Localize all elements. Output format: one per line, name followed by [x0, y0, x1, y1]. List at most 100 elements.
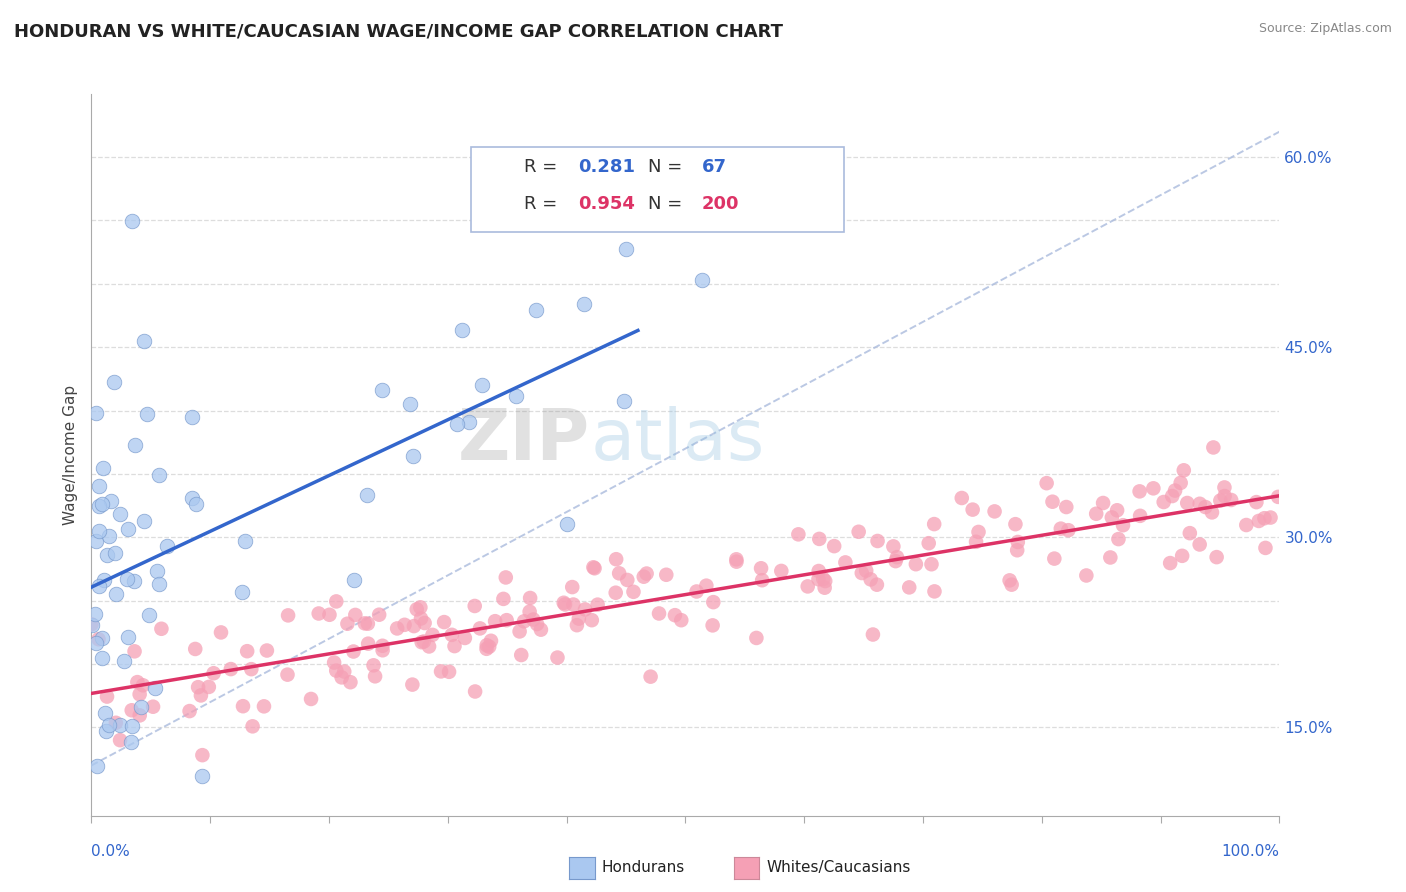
Point — [342, 644, 364, 658]
Point — [339, 675, 361, 690]
Point — [530, 623, 553, 637]
Point — [86, 533, 108, 548]
Point — [834, 556, 856, 570]
Point — [357, 637, 380, 651]
Point — [398, 397, 420, 411]
Point — [202, 666, 225, 681]
Point — [409, 600, 432, 615]
Point — [522, 613, 544, 627]
Point — [368, 607, 391, 622]
Point — [98, 529, 121, 543]
Point — [478, 640, 501, 654]
Point — [418, 640, 440, 654]
Point — [1129, 508, 1152, 523]
Text: Whites/Caucasians: Whites/Caucasians — [766, 861, 911, 875]
Point — [607, 566, 630, 581]
Point — [117, 522, 139, 536]
Point — [859, 573, 882, 587]
Point — [965, 534, 987, 549]
Point — [93, 573, 115, 587]
Point — [132, 678, 155, 692]
Point — [568, 612, 591, 626]
Point — [336, 616, 359, 631]
Point — [796, 579, 818, 593]
Point — [343, 573, 366, 587]
Point — [1209, 493, 1232, 508]
Point — [524, 303, 547, 318]
Point — [187, 680, 209, 694]
Point — [702, 618, 724, 632]
Point — [129, 699, 152, 714]
Point — [983, 504, 1005, 518]
Point — [1246, 495, 1268, 509]
Point — [121, 214, 143, 228]
Point — [385, 622, 408, 636]
Text: 200: 200 — [702, 195, 740, 213]
Point — [561, 580, 583, 594]
Point — [97, 718, 120, 732]
Point — [1153, 495, 1175, 509]
Point — [454, 631, 477, 645]
Point — [1234, 518, 1257, 533]
Point — [904, 558, 927, 572]
Point — [117, 630, 139, 644]
Text: R =: R = — [524, 158, 564, 176]
Point — [623, 584, 645, 599]
Text: R =: R = — [524, 195, 564, 213]
Point — [124, 437, 146, 451]
Point — [451, 323, 474, 337]
Point — [898, 580, 921, 594]
Point — [886, 550, 908, 565]
Point — [127, 675, 149, 690]
Point — [583, 561, 606, 575]
Point — [91, 461, 114, 475]
Point — [1171, 549, 1194, 563]
Point — [80, 617, 103, 632]
Point — [242, 719, 264, 733]
Point — [1253, 511, 1275, 525]
Point — [409, 611, 432, 625]
Point — [277, 608, 299, 623]
Text: ZIP: ZIP — [458, 406, 591, 475]
Point — [120, 735, 142, 749]
Point — [1107, 503, 1129, 517]
Point — [1142, 481, 1164, 495]
Point — [318, 607, 340, 622]
Point — [1099, 550, 1122, 565]
Point — [475, 638, 498, 652]
Point — [87, 524, 110, 538]
Point — [475, 641, 498, 656]
Point — [371, 643, 394, 657]
Point — [190, 689, 212, 703]
Point — [967, 524, 990, 539]
Point — [751, 573, 773, 587]
Point — [308, 607, 330, 621]
Point — [87, 479, 110, 493]
Point — [1164, 483, 1187, 498]
Point — [690, 273, 713, 287]
Point — [1213, 480, 1236, 494]
Point — [484, 614, 506, 628]
Point — [344, 607, 367, 622]
Point — [108, 718, 131, 732]
Text: Hondurans: Hondurans — [602, 861, 685, 875]
Point — [613, 393, 636, 408]
Point — [402, 449, 425, 463]
Point — [364, 669, 387, 683]
Point — [84, 406, 107, 420]
Point — [851, 566, 873, 580]
Point — [114, 654, 136, 668]
Point — [353, 616, 375, 631]
Point — [179, 704, 201, 718]
Point — [495, 570, 517, 584]
Point — [104, 586, 127, 600]
Point — [648, 607, 671, 621]
Point — [96, 690, 118, 704]
Point — [855, 564, 877, 578]
Point — [128, 708, 150, 723]
Point — [209, 625, 232, 640]
Point — [1159, 556, 1181, 570]
Point — [770, 564, 793, 578]
Point — [1085, 507, 1108, 521]
Point — [848, 524, 870, 539]
